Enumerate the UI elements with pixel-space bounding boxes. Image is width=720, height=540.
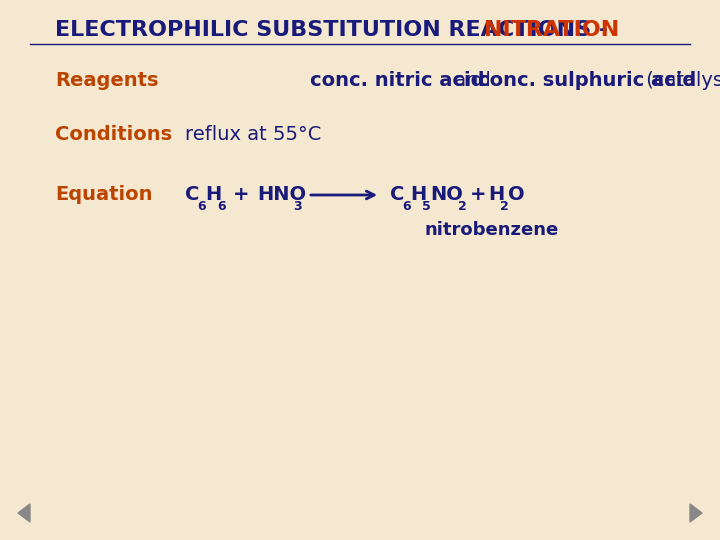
- Text: 2: 2: [500, 200, 509, 213]
- Text: C: C: [390, 186, 405, 205]
- Text: 3: 3: [293, 200, 302, 213]
- Text: nitrobenzene: nitrobenzene: [425, 221, 559, 239]
- Text: conc. sulphuric acid: conc. sulphuric acid: [478, 71, 696, 90]
- Text: H: H: [488, 186, 504, 205]
- Text: +: +: [470, 186, 487, 205]
- Text: ELECTROPHILIC SUBSTITUTION REACTIONS -: ELECTROPHILIC SUBSTITUTION REACTIONS -: [55, 20, 616, 40]
- Polygon shape: [18, 504, 30, 522]
- Text: NITRATION: NITRATION: [484, 20, 619, 40]
- Text: 6: 6: [402, 200, 410, 213]
- Text: reflux at 55°C: reflux at 55°C: [185, 125, 321, 145]
- Text: HNO: HNO: [257, 186, 306, 205]
- Text: Reagents: Reagents: [55, 71, 158, 90]
- Text: and: and: [448, 71, 497, 90]
- Text: (catalyst): (catalyst): [640, 71, 720, 90]
- Text: conc. nitric acid: conc. nitric acid: [310, 71, 485, 90]
- Text: Conditions: Conditions: [55, 125, 172, 145]
- Text: C: C: [185, 186, 199, 205]
- Text: Equation: Equation: [55, 186, 153, 205]
- Text: 5: 5: [422, 200, 431, 213]
- Text: H: H: [410, 186, 426, 205]
- Text: 6: 6: [217, 200, 225, 213]
- Text: 6: 6: [197, 200, 206, 213]
- Text: 2: 2: [458, 200, 467, 213]
- Text: +: +: [233, 186, 250, 205]
- Text: O: O: [508, 186, 525, 205]
- Polygon shape: [690, 504, 702, 522]
- Text: H: H: [205, 186, 221, 205]
- Text: NO: NO: [430, 186, 463, 205]
